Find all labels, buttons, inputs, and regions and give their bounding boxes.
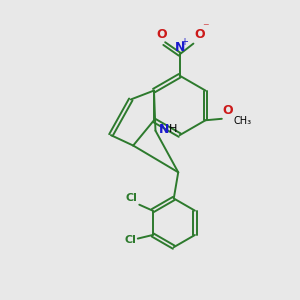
- Text: H: H: [169, 124, 178, 134]
- Text: N: N: [175, 41, 185, 54]
- Text: O: O: [223, 104, 233, 117]
- Text: ⁻: ⁻: [202, 21, 209, 34]
- Text: N: N: [158, 123, 169, 136]
- Text: Cl: Cl: [126, 193, 138, 203]
- Text: Cl: Cl: [124, 235, 136, 245]
- Text: O: O: [195, 28, 205, 40]
- Text: O: O: [157, 28, 167, 40]
- Text: CH₃: CH₃: [233, 116, 251, 126]
- Text: +: +: [181, 37, 188, 47]
